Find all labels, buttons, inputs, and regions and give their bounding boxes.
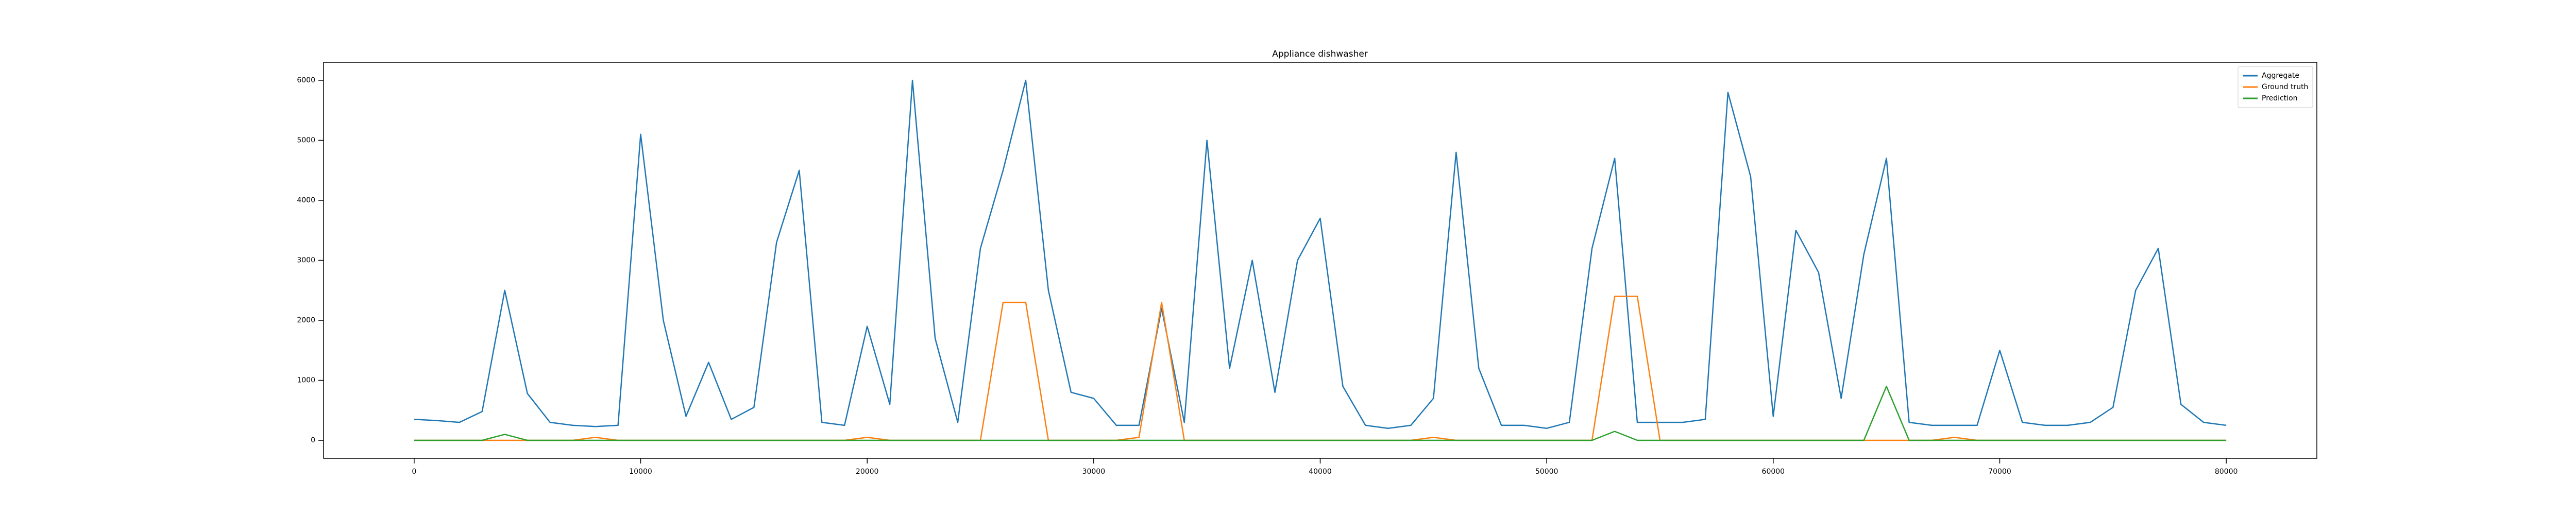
series-line (414, 79, 2227, 429)
series-line (414, 296, 2227, 441)
x-tick-label: 40000 (1309, 468, 1332, 476)
y-tick-label: 1000 (297, 376, 315, 385)
x-tick-label: 60000 (1762, 468, 1785, 476)
legend-label: Prediction (2262, 94, 2298, 102)
legend-box (2238, 66, 2313, 108)
x-tick-label: 50000 (1535, 468, 1558, 476)
series-line (414, 385, 2227, 441)
x-tick-label: 0 (412, 468, 416, 476)
x-tick-label: 30000 (1082, 468, 1106, 476)
y-tick-label: 6000 (297, 76, 315, 84)
legend-label: Ground truth (2262, 83, 2308, 91)
y-tick-label: 4000 (297, 196, 315, 204)
x-tick-label: 70000 (1988, 468, 2011, 476)
x-tick-label: 10000 (629, 468, 652, 476)
plot-frame (323, 62, 2317, 459)
y-tick-label: 5000 (297, 136, 315, 144)
y-tick-label: 2000 (297, 316, 315, 324)
legend-label: Aggregate (2262, 72, 2299, 80)
y-tick-label: 0 (311, 436, 315, 444)
x-tick-label: 20000 (856, 468, 879, 476)
x-tick-label: 80000 (2215, 468, 2238, 476)
chart-title: Appliance dishwasher (1272, 49, 1368, 59)
y-tick-label: 3000 (297, 256, 315, 265)
